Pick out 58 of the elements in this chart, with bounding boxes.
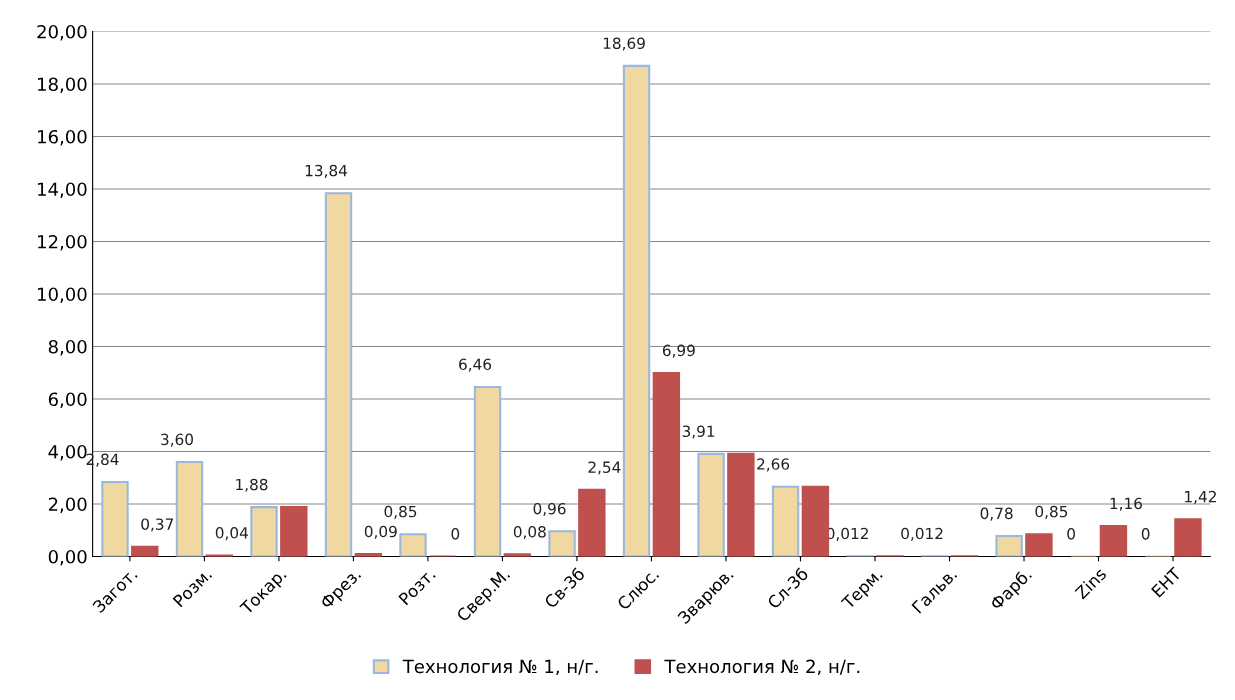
data-label: 0,85 bbox=[1035, 505, 1068, 519]
bar bbox=[1174, 518, 1202, 557]
legend-label: Технология № 2, н/г. bbox=[664, 659, 860, 676]
bar bbox=[995, 534, 1023, 557]
data-label: 0,09 bbox=[364, 525, 397, 539]
bar bbox=[250, 506, 278, 557]
data-label: 1,88 bbox=[236, 478, 268, 492]
bar bbox=[1099, 525, 1128, 557]
data-label: 0,37 bbox=[141, 518, 173, 532]
y-tick-label: 6,00 bbox=[48, 392, 87, 408]
data-label: 18,69 bbox=[603, 37, 645, 51]
bar bbox=[473, 385, 502, 557]
bar bbox=[280, 506, 308, 557]
y-tick-label: 10,00 bbox=[38, 287, 87, 303]
y-tick-label: 18,00 bbox=[38, 77, 87, 93]
y-tick-label: 12,00 bbox=[38, 234, 87, 251]
bar bbox=[175, 460, 204, 557]
y-tick-label: 4,00 bbox=[48, 444, 87, 461]
data-label: 6,99 bbox=[662, 344, 695, 358]
data-label: 3,91 bbox=[682, 425, 715, 439]
data-label: 0,96 bbox=[533, 502, 566, 517]
y-tick-label: 0,00 bbox=[48, 549, 87, 566]
bar bbox=[399, 533, 427, 557]
y-tick-label: 14,00 bbox=[38, 182, 87, 198]
data-label: 0 bbox=[451, 528, 460, 540]
legend-label: Технология № 1, н/г. bbox=[402, 659, 598, 676]
bar bbox=[652, 371, 681, 557]
data-label: 0,04 bbox=[215, 527, 248, 541]
bar bbox=[1025, 533, 1053, 557]
bar bbox=[354, 553, 383, 557]
bar bbox=[548, 530, 576, 557]
data-label: 0,08 bbox=[513, 525, 546, 540]
bar bbox=[622, 64, 651, 557]
bar bbox=[801, 485, 830, 557]
bar bbox=[578, 488, 606, 557]
bar bbox=[324, 192, 353, 557]
data-label: 0,012 bbox=[901, 527, 943, 541]
data-label: 0,85 bbox=[384, 505, 417, 519]
data-label: 1,16 bbox=[1110, 497, 1142, 511]
y-tick-label: 2,00 bbox=[48, 497, 87, 513]
data-label: 2,54 bbox=[588, 461, 621, 475]
data-label: 0 bbox=[1067, 528, 1075, 540]
data-label: 2,66 bbox=[757, 458, 790, 472]
data-label: 0,78 bbox=[980, 507, 1013, 521]
y-tick-label: 20,00 bbox=[37, 24, 87, 41]
bar bbox=[131, 545, 159, 557]
bar bbox=[697, 452, 725, 557]
bar bbox=[727, 452, 755, 557]
data-label: 0 bbox=[1141, 528, 1150, 540]
data-label: 6,46 bbox=[459, 358, 492, 372]
bar bbox=[771, 485, 800, 557]
data-label: 13,84 bbox=[305, 164, 348, 178]
y-tick-label: 16,00 bbox=[38, 129, 87, 146]
y-tick-label: 8,00 bbox=[48, 339, 87, 356]
data-label: 3,60 bbox=[161, 433, 193, 447]
data-label: 1,42 bbox=[1185, 490, 1216, 504]
bar bbox=[101, 480, 129, 557]
bar bbox=[503, 553, 532, 557]
